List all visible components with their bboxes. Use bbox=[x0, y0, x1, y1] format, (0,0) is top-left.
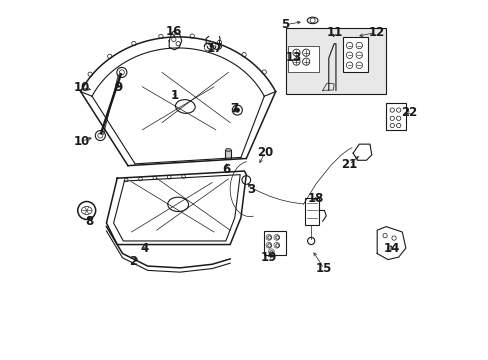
Circle shape bbox=[117, 67, 126, 77]
Text: 7: 7 bbox=[230, 103, 238, 116]
Text: 6: 6 bbox=[222, 163, 230, 176]
Bar bbox=[304, 198, 319, 225]
Bar bbox=[386, 103, 405, 130]
Text: 14: 14 bbox=[383, 242, 400, 255]
Text: 21: 21 bbox=[341, 158, 357, 171]
Ellipse shape bbox=[225, 148, 231, 151]
Text: 11: 11 bbox=[326, 26, 342, 39]
Text: 1: 1 bbox=[170, 89, 178, 102]
Text: 10: 10 bbox=[73, 81, 89, 94]
Text: 10: 10 bbox=[73, 135, 89, 148]
Ellipse shape bbox=[306, 17, 317, 24]
Text: 8: 8 bbox=[85, 215, 94, 228]
Text: 19: 19 bbox=[260, 251, 277, 264]
Text: 16: 16 bbox=[165, 26, 182, 39]
Text: 3: 3 bbox=[247, 183, 255, 196]
Bar bbox=[264, 231, 285, 255]
Text: 18: 18 bbox=[307, 192, 324, 205]
Text: 22: 22 bbox=[401, 106, 417, 119]
Text: 20: 20 bbox=[257, 145, 273, 158]
Text: 2: 2 bbox=[129, 255, 137, 268]
Bar bbox=[287, 45, 318, 72]
Circle shape bbox=[95, 131, 105, 140]
Text: 9: 9 bbox=[115, 81, 123, 94]
FancyBboxPatch shape bbox=[285, 28, 386, 94]
Text: 12: 12 bbox=[367, 26, 384, 39]
Bar bbox=[343, 37, 367, 72]
Circle shape bbox=[235, 108, 239, 112]
Bar bbox=[225, 150, 231, 159]
Text: 13: 13 bbox=[285, 51, 302, 64]
Text: 4: 4 bbox=[140, 242, 148, 255]
Text: 5: 5 bbox=[281, 18, 289, 31]
Text: 17: 17 bbox=[206, 41, 223, 54]
Text: 15: 15 bbox=[315, 262, 332, 275]
